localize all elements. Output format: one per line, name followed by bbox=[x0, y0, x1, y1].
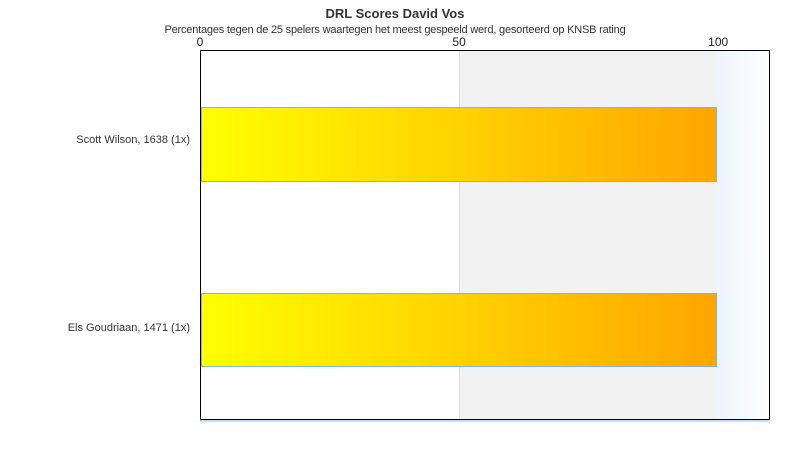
category-label-els-goudriaan: Els Goudriaan, 1471 (1x) bbox=[67, 322, 190, 334]
plot-area bbox=[200, 50, 770, 420]
x-axis-tick-50: 50 bbox=[452, 35, 466, 49]
bar-scott-wilson bbox=[201, 107, 718, 182]
background-band-overflow bbox=[717, 51, 769, 419]
chart-subtitle: Percentages tegen de 25 spelers waartege… bbox=[164, 24, 626, 36]
x-axis-tick-100: 100 bbox=[708, 35, 729, 49]
x-axis-tick-0: 0 bbox=[196, 35, 204, 49]
bar-els-goudriaan bbox=[201, 293, 718, 367]
category-label-scott-wilson: Scott Wilson, 1638 (1x) bbox=[76, 134, 190, 146]
x-axis: 0 50 100 bbox=[196, 35, 770, 49]
chart-title: DRL Scores David Vos bbox=[325, 6, 465, 21]
